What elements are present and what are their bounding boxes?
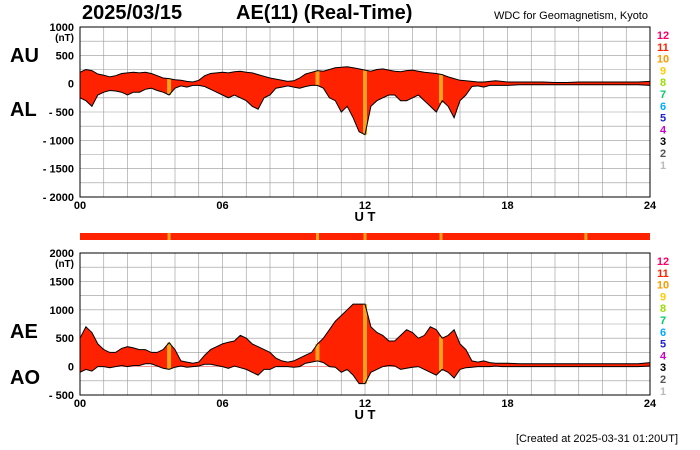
station-count-label: 12: [657, 30, 669, 42]
y-unit-label: (nT): [55, 33, 74, 44]
station-count-label: 4: [660, 124, 667, 136]
y-tick-label: 1500: [50, 276, 74, 288]
chart-title: AE(11) (Real-Time): [236, 2, 413, 24]
y-tick-label: 500: [56, 50, 74, 62]
station-count-label: 1: [660, 160, 666, 172]
station-count-label: 8: [660, 77, 666, 89]
series-label-au: AU: [10, 45, 39, 67]
station-gap-strip: [315, 70, 320, 86]
y-tick-label: - 2000: [43, 192, 74, 204]
station-count-label: 12: [657, 256, 669, 268]
station-count-label: 5: [660, 113, 666, 125]
station-count-label: 4: [660, 350, 667, 362]
station-bar-gap: [316, 233, 319, 240]
y-tick-label: - 1000: [43, 135, 74, 147]
y-tick-label: - 500: [49, 107, 74, 119]
y-tick-label: - 500: [49, 390, 74, 402]
y-tick-label: 0: [68, 79, 74, 91]
created-timestamp: [Created at 2025-03-31 01:20UT]: [515, 433, 678, 445]
station-count-label: 7: [660, 89, 666, 101]
station-count-label: 1: [660, 386, 666, 398]
x-tick-label: 18: [501, 200, 513, 212]
data-source-label: WDC for Geomagnetism, Kyoto: [493, 10, 648, 22]
y-tick-label: 0: [68, 362, 74, 374]
y-tick-label: 1000: [50, 305, 74, 317]
station-count-label: 10: [657, 280, 669, 292]
y-tick-label: - 1500: [43, 164, 74, 176]
x-tick-label: 24: [644, 398, 657, 410]
x-tick-label: 00: [74, 200, 86, 212]
x-tick-label: 00: [74, 398, 86, 410]
station-count-label: 8: [660, 303, 666, 315]
station-gap-strip: [167, 342, 172, 370]
station-count-label: 9: [660, 291, 666, 303]
station-bar-gap: [167, 233, 171, 240]
x-tick-label: 24: [644, 200, 657, 212]
chart-date: 2025/03/15: [82, 2, 183, 24]
x-tick-label: 12: [359, 200, 371, 212]
station-count-label: 9: [660, 65, 666, 77]
station-count-label: 6: [660, 327, 666, 339]
station-gap-strip: [167, 78, 172, 95]
y-tick-label: 500: [56, 333, 74, 345]
series-line-al: [79, 84, 651, 136]
station-gap-strip: [439, 336, 443, 371]
station-count-label: 3: [660, 136, 666, 148]
station-gap-strip: [363, 70, 367, 135]
station-count-label: 5: [660, 339, 666, 351]
series-label-ao: AO: [10, 367, 40, 389]
x-tick-label: 06: [216, 398, 228, 410]
station-bar-gap: [363, 233, 367, 240]
y-tick-label: 1000: [50, 22, 74, 34]
station-count-label: 2: [660, 148, 666, 160]
station-bar-gap: [584, 233, 588, 240]
station-count-label: 11: [657, 268, 669, 280]
station-gap-strip: [363, 304, 367, 384]
x-tick-label: 06: [216, 200, 228, 212]
station-count-label: 10: [657, 54, 669, 66]
y-tick-label: 2000: [50, 248, 74, 260]
plot-frame: [79, 26, 651, 198]
series-line-ao: [79, 360, 651, 385]
series-label-ae: AE: [10, 321, 38, 343]
series-line-au: [79, 66, 651, 83]
x-axis-label: U T: [355, 407, 376, 422]
station-bar-gap: [439, 233, 443, 240]
station-count-label: 11: [657, 42, 669, 54]
station-gap-strip: [439, 74, 443, 103]
station-gap-strip: [315, 343, 320, 361]
station-count-label: 7: [660, 315, 666, 327]
station-count-label: 6: [660, 101, 666, 113]
y-unit-label: (nT): [55, 259, 74, 270]
station-count-label: 2: [660, 374, 666, 386]
series-line-ae: [79, 303, 651, 365]
x-axis-label: U T: [355, 209, 376, 224]
plot-frame: [79, 252, 651, 396]
series-label-al: AL: [10, 99, 37, 121]
x-tick-label: 12: [359, 398, 371, 410]
station-count-label: 3: [660, 362, 666, 374]
x-tick-label: 18: [501, 398, 513, 410]
